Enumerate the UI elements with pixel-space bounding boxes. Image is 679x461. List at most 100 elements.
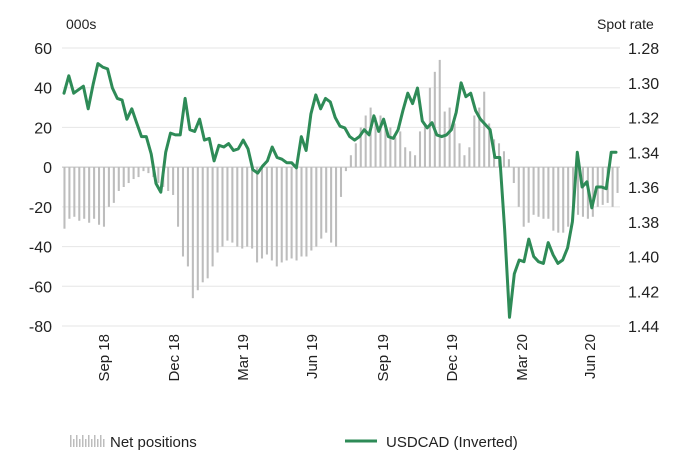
left-tick-label: -60 (29, 279, 52, 296)
bar-net-positions (256, 167, 259, 263)
right-tick-label: 1.32 (628, 111, 659, 128)
bar-net-positions (315, 167, 318, 247)
legend-bar-mark (76, 435, 78, 447)
bar-net-positions (488, 123, 491, 168)
left-tick-label: 60 (34, 41, 52, 58)
bar-net-positions (78, 167, 81, 221)
bar-net-positions (478, 107, 481, 168)
bar-net-positions (181, 167, 185, 257)
bar-net-positions (468, 147, 471, 168)
bar-net-positions (132, 167, 135, 180)
bar-net-positions (186, 167, 189, 267)
bar-net-positions (191, 167, 194, 299)
right-tick-label: 1.40 (628, 250, 659, 267)
bar-net-positions (517, 167, 520, 207)
bar-net-positions (246, 167, 249, 247)
bar-net-positions (339, 167, 343, 197)
bar-net-positions (73, 167, 76, 217)
bar-net-positions (399, 131, 402, 168)
bar-net-positions (231, 167, 234, 243)
legend-bar-mark (82, 435, 84, 447)
bar-net-positions (354, 143, 357, 168)
x-tick-label: Sep 19 (375, 334, 392, 382)
right-tick-label: 1.36 (628, 180, 659, 197)
legend-bar-mark (97, 439, 99, 447)
legend-bar-mark (73, 439, 75, 447)
bar-net-positions (310, 167, 313, 251)
x-tick-label: Jun 19 (304, 334, 321, 379)
legend-bar-mark (88, 435, 90, 447)
bar-net-positions (473, 115, 476, 168)
bar-net-positions (428, 87, 431, 168)
bar-net-positions (443, 111, 446, 168)
bar-net-positions (280, 167, 283, 263)
bar-net-positions (448, 107, 451, 168)
bar-net-positions (241, 167, 244, 249)
right-tick-label: 1.34 (628, 145, 659, 162)
bar-net-positions (581, 167, 584, 217)
bar-net-positions (497, 143, 501, 168)
bar-net-positions (379, 115, 382, 168)
bar-net-positions (552, 167, 555, 231)
x-tick-label: Dec 19 (444, 334, 461, 382)
bar-net-positions (201, 167, 204, 283)
bar-net-positions (251, 167, 254, 249)
bar-net-positions (433, 71, 436, 168)
bar-net-positions (502, 151, 505, 168)
bar-net-positions (591, 167, 594, 217)
legend-bar-mark (94, 435, 96, 447)
bar-net-positions (512, 167, 515, 184)
legend-item-net-positions: Net positions (70, 434, 197, 451)
right-tick-label: 1.28 (628, 41, 659, 58)
bar-net-positions (265, 167, 268, 255)
legend-label-net-positions: Net positions (110, 434, 197, 451)
bar-net-positions (507, 159, 510, 168)
left-tick-label: -80 (29, 319, 52, 336)
left-tick-label: 40 (34, 81, 52, 98)
bar-net-positions (83, 167, 86, 219)
bar-net-positions (374, 117, 377, 168)
legend-bar-mark (100, 435, 102, 447)
bar-net-positions (117, 167, 120, 191)
bar-net-positions (236, 167, 239, 247)
bars-layer (63, 59, 619, 299)
bar-net-positions (532, 167, 535, 215)
legend-bar-mark (85, 439, 87, 447)
x-tick-label: Jun 20 (582, 334, 599, 379)
bar-net-positions (389, 127, 392, 168)
bar-net-positions (102, 167, 106, 227)
legend-bar-mark (79, 439, 81, 447)
left-tick-label: -40 (29, 240, 52, 257)
bar-net-positions (547, 167, 550, 219)
legend: Net positions USDCAD (Inverted) (70, 434, 518, 451)
bar-net-positions (576, 167, 580, 215)
bar-net-positions (88, 167, 91, 223)
bar-net-positions (483, 91, 486, 168)
left-tick-label: -20 (29, 200, 52, 217)
bar-net-positions (63, 167, 66, 229)
bar-net-positions (167, 167, 170, 191)
bar-net-positions (216, 167, 219, 253)
bar-net-positions (127, 167, 130, 184)
legend-label-usdcad: USDCAD (Inverted) (386, 434, 518, 451)
bar-net-positions (275, 167, 278, 267)
bar-net-positions (458, 143, 461, 168)
bar-net-positions (453, 123, 456, 168)
bar-net-positions (335, 167, 338, 247)
bar-net-positions (93, 167, 96, 219)
bar-net-positions (418, 131, 422, 168)
axis-layer: 000s Spot rate 60 40 20 0 -20 -40 -60 -80 1.28 1.… (29, 16, 659, 382)
left-tick-label: 0 (43, 160, 52, 177)
x-tick-label: Mar 20 (514, 334, 531, 381)
bar-net-positions (107, 167, 110, 207)
line-layer (62, 62, 618, 319)
bar-net-positions (414, 155, 417, 168)
bar-net-positions (423, 123, 426, 168)
bar-net-positions (364, 115, 367, 168)
bar-net-positions (349, 155, 352, 168)
legend-bar-mark (70, 435, 72, 447)
right-tick-label: 1.30 (628, 76, 659, 93)
bar-net-positions (522, 167, 525, 227)
bar-net-positions (157, 167, 160, 184)
